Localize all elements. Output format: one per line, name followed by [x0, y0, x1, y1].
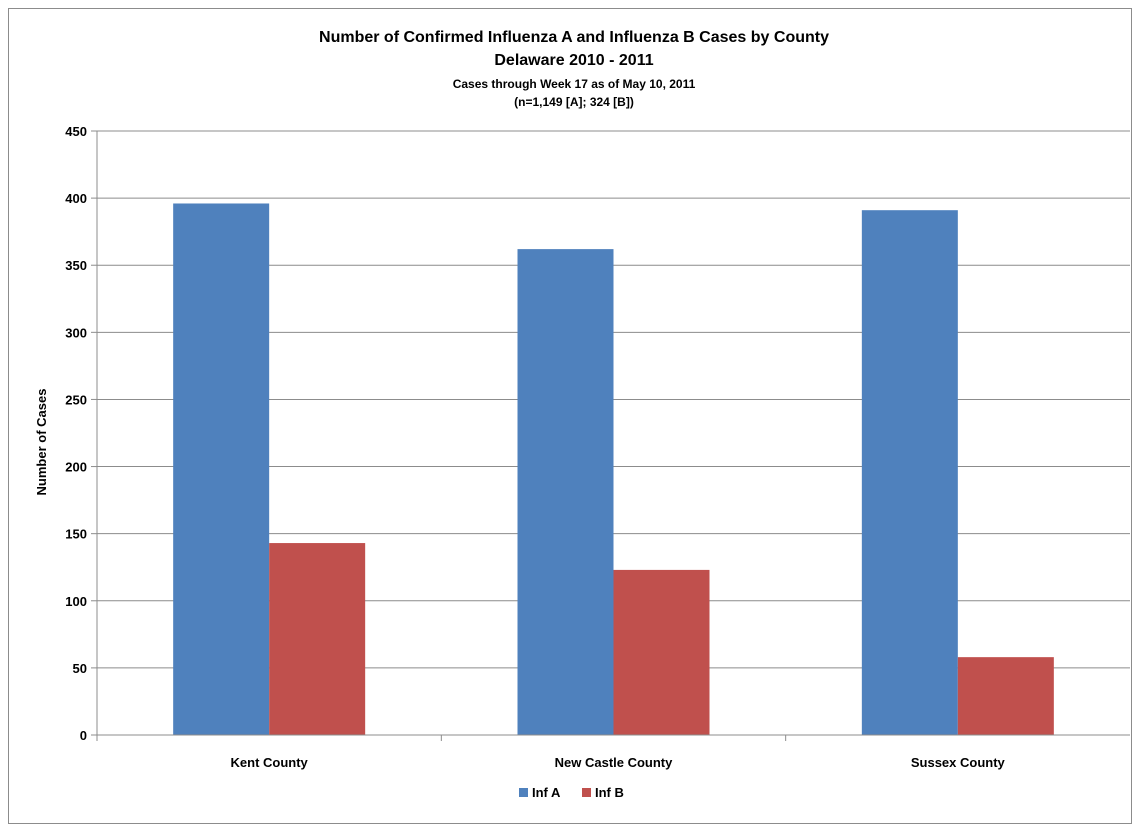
legend-swatch — [582, 788, 591, 797]
bar — [957, 657, 1054, 735]
y-tick-label: 50 — [73, 661, 87, 676]
y-tick-label: 300 — [65, 325, 87, 340]
legend-swatch — [519, 788, 528, 797]
y-axis-ticks: 0 50 100 150 200 250 300 350 400 450 — [65, 124, 97, 743]
y-tick-label: 250 — [65, 392, 87, 407]
y-tick-label: 0 — [80, 728, 87, 743]
y-tick-label: 200 — [65, 460, 87, 475]
bar — [861, 210, 958, 736]
chart-title: Number of Confirmed Influenza A and Infl… — [319, 29, 829, 46]
bars — [173, 203, 1054, 736]
bar-chart: Number of Confirmed Influenza A and Infl… — [34, 29, 1130, 800]
axes — [96, 131, 1130, 736]
y-tick-label: 100 — [65, 594, 87, 609]
bar — [173, 203, 270, 736]
y-tick-label: 350 — [65, 258, 87, 273]
legend-label: Inf A — [532, 785, 561, 800]
x-tick-label: Sussex County — [911, 755, 1006, 770]
chart-title-line2: Delaware 2010 - 2011 — [494, 52, 653, 69]
bar — [269, 543, 366, 735]
chart-subtitle: Cases through Week 17 as of May 10, 2011 — [453, 77, 696, 91]
chart-frame: Number of Confirmed Influenza A and Infl… — [8, 8, 1132, 824]
y-axis-title: Number of Cases — [34, 389, 49, 496]
bar — [613, 569, 710, 735]
chart-subtitle-line2: (n=1,149 [A]; 324 [B]) — [514, 95, 634, 109]
y-tick-label: 400 — [65, 191, 87, 206]
legend: Inf A Inf B — [519, 785, 624, 800]
bar — [517, 249, 614, 736]
x-axis-ticks: Kent County New Castle County Sussex Count… — [96, 735, 1006, 770]
x-tick-label: Kent County — [231, 755, 309, 770]
y-tick-label: 450 — [65, 124, 87, 139]
legend-label: Inf B — [595, 785, 624, 800]
x-tick-label: New Castle County — [555, 755, 674, 770]
y-tick-label: 150 — [65, 527, 87, 542]
